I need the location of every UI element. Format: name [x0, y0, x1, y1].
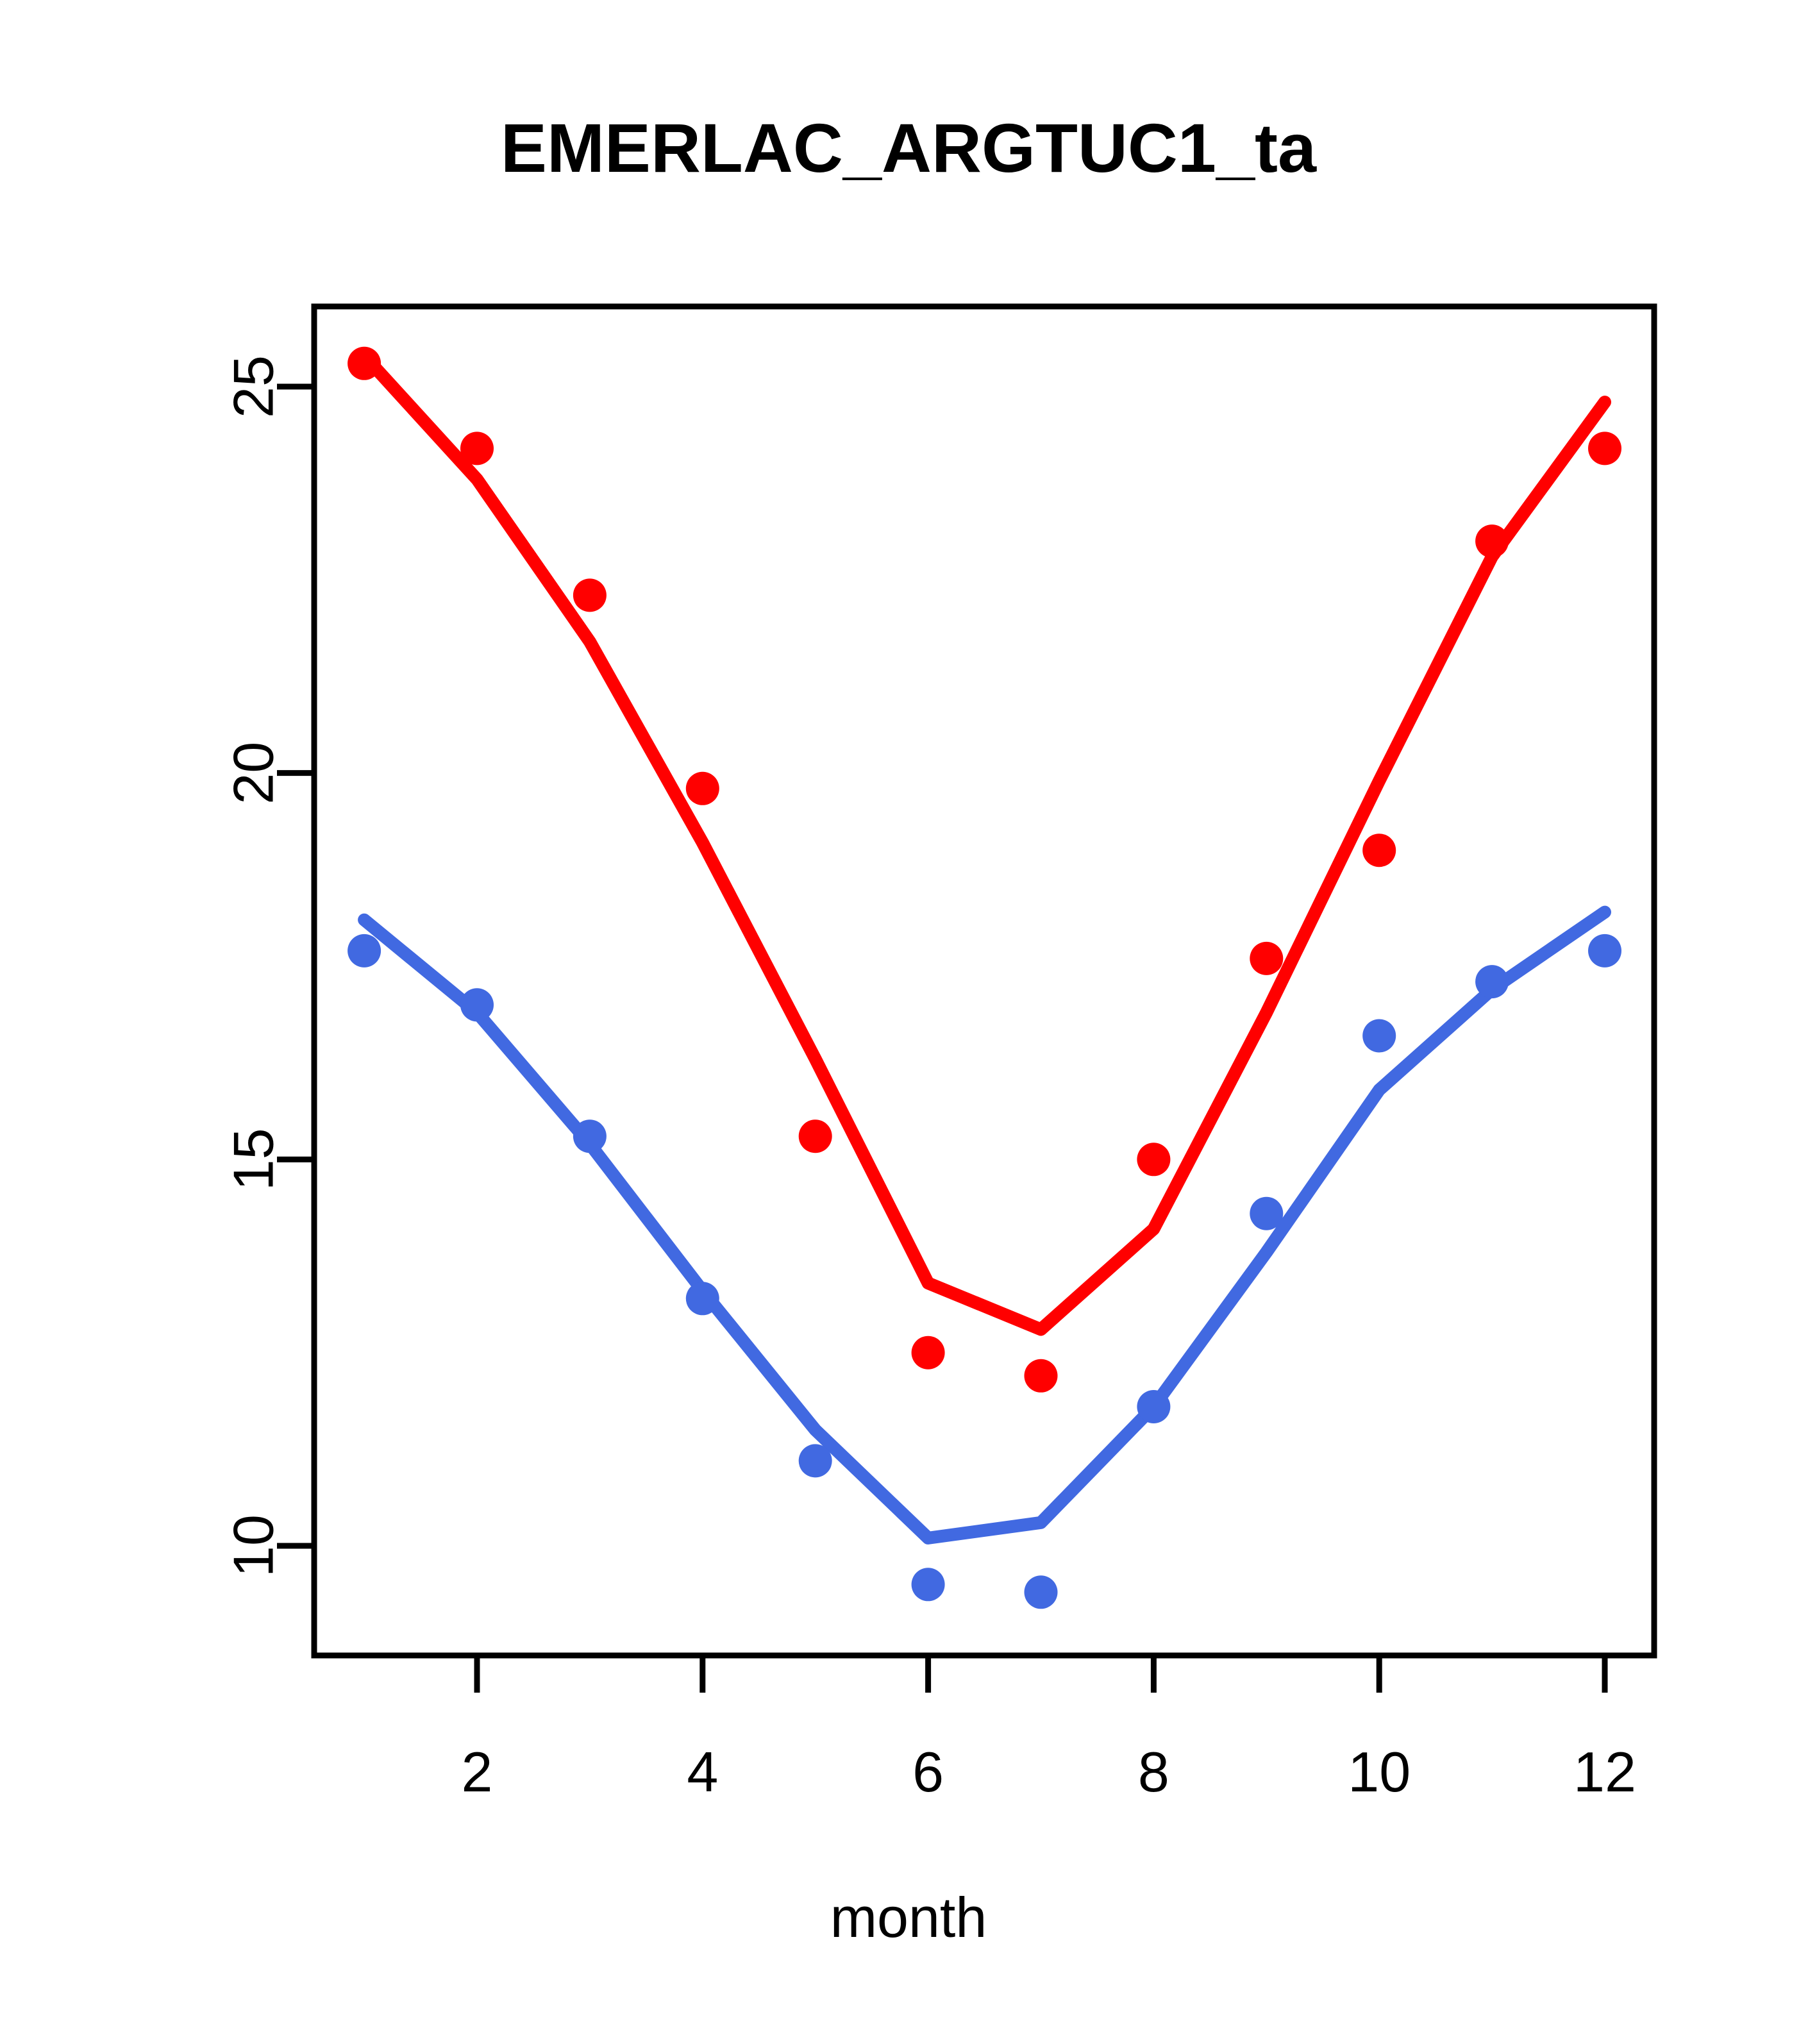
data-point-observed_min	[911, 1568, 945, 1602]
y-axis-tick-label: 25	[222, 355, 285, 418]
plot-frame	[311, 303, 1657, 1659]
plot-box	[311, 303, 1657, 1659]
data-point-observed_max	[1475, 524, 1509, 558]
x-axis-tick-label: 2	[462, 1740, 493, 1804]
data-point-observed_min	[1588, 934, 1621, 968]
data-point-observed_min	[573, 1119, 607, 1153]
data-point-observed_max	[911, 1336, 945, 1370]
x-axis-label: month	[830, 1886, 987, 1949]
data-point-observed_min	[1137, 1390, 1171, 1423]
data-point-observed_max	[1250, 941, 1284, 975]
data-point-observed_max	[347, 346, 381, 380]
x-axis-tick-label: 10	[1348, 1740, 1411, 1804]
data-point-observed_min	[1024, 1575, 1058, 1609]
data-point-observed_max	[1137, 1143, 1171, 1177]
data-point-observed_min	[1475, 965, 1509, 999]
x-axis-tick-label: 6	[912, 1740, 944, 1804]
series-line-modelled_min	[358, 905, 1611, 1545]
series-line-modelled_max	[358, 349, 1611, 1336]
tick-labels: 10 15 20 25 2 4 6 8 10 12	[222, 355, 1636, 1804]
page-title: EMERLAC_ARGTUC1_ta	[500, 109, 1317, 187]
data-point-observed_min	[798, 1444, 832, 1478]
data-point-observed_max	[685, 771, 719, 805]
y-axis-tick-label: 20	[222, 742, 285, 805]
data-point-observed_min	[460, 988, 494, 1022]
data-point-observed_max	[573, 578, 607, 612]
axis-ticks	[277, 383, 1608, 1693]
data-point-observed_max	[798, 1119, 832, 1153]
data-point-observed_min	[1362, 1019, 1396, 1053]
data-point-observed_min	[1250, 1196, 1284, 1230]
data-point-observed_max	[1588, 431, 1621, 465]
data-point-observed_max	[460, 431, 494, 465]
x-axis-tick-label: 4	[687, 1740, 718, 1804]
x-axis-tick-label: 8	[1138, 1740, 1169, 1804]
data-point-observed_min	[347, 934, 381, 968]
data-point-observed_max	[1024, 1359, 1058, 1393]
data-point-observed_min	[685, 1282, 719, 1316]
y-axis-tick-label: 15	[222, 1128, 285, 1191]
data-point-observed_max	[1362, 834, 1396, 867]
x-axis-tick-label: 12	[1573, 1740, 1636, 1804]
series-layer	[347, 346, 1621, 1609]
y-axis-tick-label: 10	[222, 1514, 285, 1577]
